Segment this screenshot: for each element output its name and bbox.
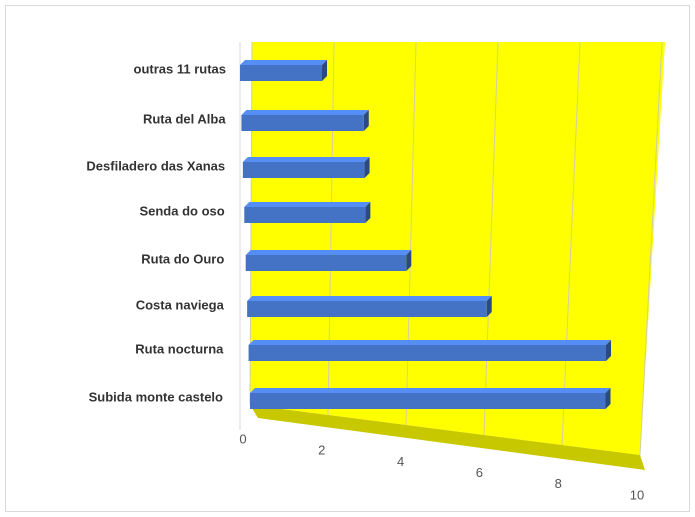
bar — [242, 162, 365, 178]
category-label: Ruta nocturna — [135, 341, 224, 356]
x-tick-label: 0 — [239, 431, 246, 446]
bar — [241, 115, 364, 131]
grid-line — [483, 41, 499, 436]
bar-end — [363, 110, 369, 131]
category-label: Costa naviega — [136, 297, 225, 312]
x-tick-label: 4 — [397, 454, 404, 469]
bar-top — [248, 340, 612, 345]
bar-top — [240, 60, 327, 65]
bar-top — [241, 110, 369, 115]
category-label: Desfiladero das Xanas — [86, 158, 225, 173]
category-label: Subida monte castelo — [89, 389, 223, 404]
grid-line — [561, 41, 581, 446]
bar-end — [606, 340, 611, 361]
bar-end — [406, 250, 412, 271]
category-label: Senda do oso — [139, 203, 224, 218]
category-label: Ruta del Alba — [143, 111, 226, 126]
bar — [245, 255, 407, 271]
x-tick-label: 10 — [630, 487, 644, 502]
category-label: outras 11 rutas — [134, 61, 227, 76]
bar-end — [364, 157, 370, 178]
bar-end — [486, 296, 492, 317]
x-tick-label: 2 — [318, 443, 325, 458]
bar-end — [605, 388, 611, 409]
grid-line — [639, 41, 663, 456]
bar — [247, 301, 487, 317]
bar-end — [322, 60, 327, 81]
floor — [250, 405, 645, 470]
bar — [250, 393, 606, 409]
bar-top — [242, 157, 370, 162]
bar-top — [250, 388, 611, 393]
bar — [244, 207, 366, 223]
x-tick-label: 8 — [555, 476, 562, 491]
bar-top — [245, 250, 412, 255]
bar-end — [365, 202, 371, 223]
x-tick-label: 6 — [476, 465, 483, 480]
bar-top — [244, 202, 371, 207]
category-label: Ruta do Ouro — [141, 251, 224, 266]
bar — [240, 65, 322, 81]
bar-top — [247, 296, 492, 301]
grid-line — [405, 41, 417, 426]
bar — [248, 345, 607, 361]
